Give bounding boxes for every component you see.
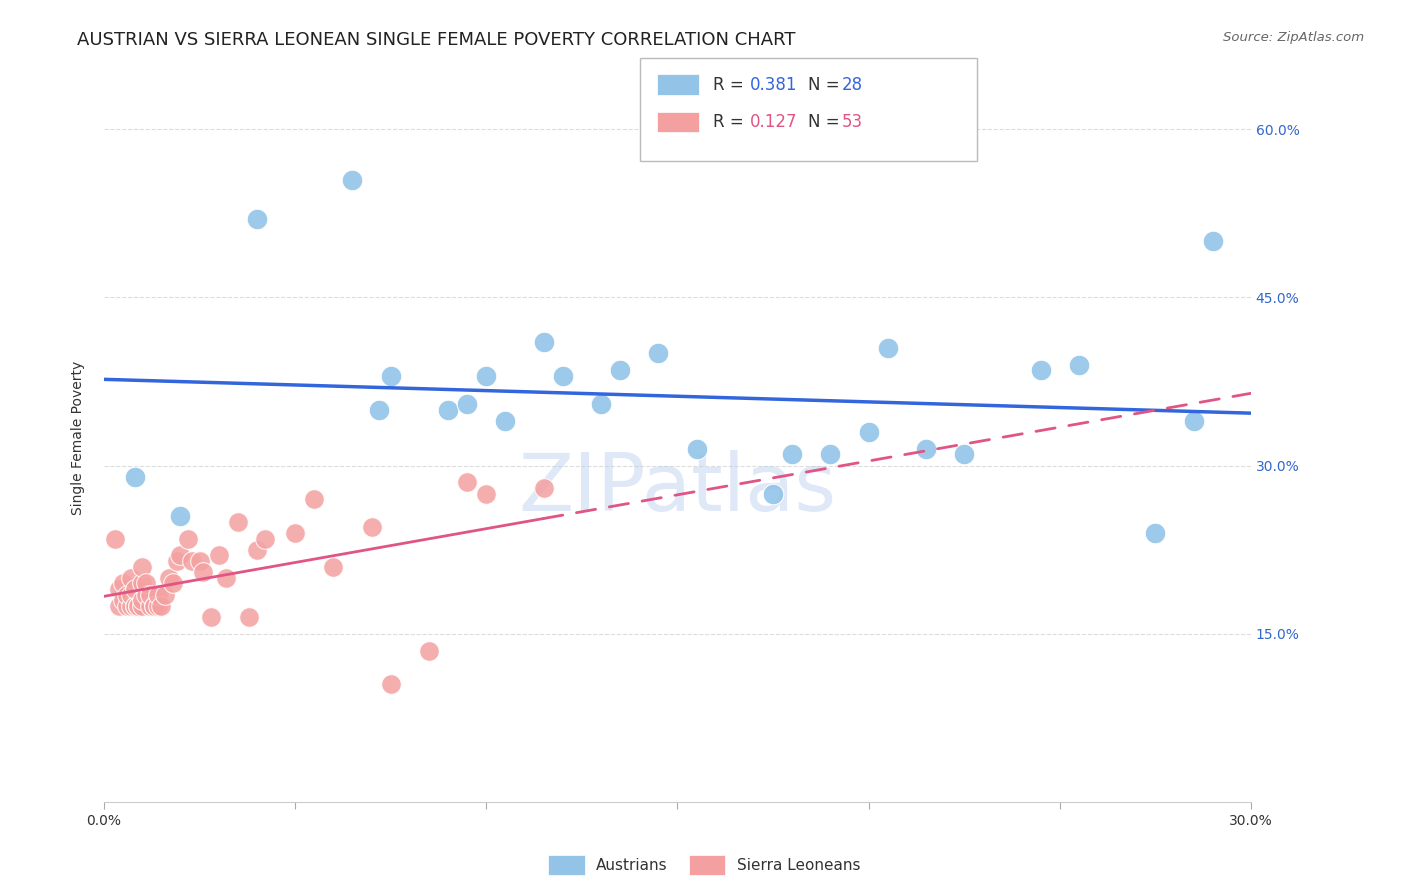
Point <box>589 397 612 411</box>
Point <box>112 576 135 591</box>
Point <box>162 576 184 591</box>
Text: ZIPatlas: ZIPatlas <box>519 450 837 527</box>
Point <box>1029 363 1052 377</box>
Text: R =: R = <box>713 76 749 94</box>
Point <box>150 599 173 613</box>
Text: Austrians: Austrians <box>596 858 668 872</box>
Point <box>131 593 153 607</box>
Text: N =: N = <box>808 113 845 131</box>
Point <box>858 425 880 439</box>
Point <box>456 475 478 490</box>
Point <box>551 368 574 383</box>
Point <box>215 571 238 585</box>
Point <box>437 402 460 417</box>
Point <box>146 599 169 613</box>
Text: 53: 53 <box>842 113 863 131</box>
Point <box>193 565 215 579</box>
Point <box>139 599 162 613</box>
Point <box>135 588 157 602</box>
Text: Source: ZipAtlas.com: Source: ZipAtlas.com <box>1223 31 1364 45</box>
Point <box>238 610 260 624</box>
Point <box>115 588 138 602</box>
Text: R =: R = <box>713 113 749 131</box>
Point <box>380 368 402 383</box>
Point <box>142 599 165 613</box>
Point <box>153 588 176 602</box>
Point <box>177 532 200 546</box>
Point <box>115 599 138 613</box>
Y-axis label: Single Female Poverty: Single Female Poverty <box>72 360 86 515</box>
Point <box>131 576 153 591</box>
Text: N =: N = <box>808 76 845 94</box>
Text: 0.381: 0.381 <box>749 76 797 94</box>
Point <box>157 571 180 585</box>
Text: AUSTRIAN VS SIERRA LEONEAN SINGLE FEMALE POVERTY CORRELATION CHART: AUSTRIAN VS SIERRA LEONEAN SINGLE FEMALE… <box>77 31 796 49</box>
Point <box>139 588 162 602</box>
Point <box>124 582 146 596</box>
Point <box>647 346 669 360</box>
Point <box>108 599 131 613</box>
Point <box>124 470 146 484</box>
Point <box>108 582 131 596</box>
Point <box>456 397 478 411</box>
Point <box>1182 414 1205 428</box>
Point <box>208 549 231 563</box>
Point <box>135 576 157 591</box>
Point <box>475 368 498 383</box>
Point <box>131 599 153 613</box>
Point <box>127 599 149 613</box>
Point <box>368 402 391 417</box>
Point <box>200 610 222 624</box>
Point <box>342 172 364 186</box>
Point <box>180 554 202 568</box>
Point <box>533 335 555 350</box>
Point <box>131 559 153 574</box>
Point <box>127 599 149 613</box>
Point <box>304 492 326 507</box>
Point <box>494 414 516 428</box>
Point <box>876 341 898 355</box>
Point <box>124 599 146 613</box>
Point <box>322 559 344 574</box>
Point <box>166 554 188 568</box>
Text: Sierra Leoneans: Sierra Leoneans <box>737 858 860 872</box>
Point <box>1067 358 1090 372</box>
Point <box>146 588 169 602</box>
Point <box>284 525 307 540</box>
Point <box>226 515 249 529</box>
Point <box>820 447 842 461</box>
Point <box>104 532 127 546</box>
Point <box>762 486 785 500</box>
Point <box>169 549 191 563</box>
Point <box>124 599 146 613</box>
Point <box>169 509 191 524</box>
Point <box>475 486 498 500</box>
Point <box>253 532 276 546</box>
Point <box>953 447 976 461</box>
Point <box>685 442 707 456</box>
Point <box>112 593 135 607</box>
Point <box>120 599 142 613</box>
Point <box>246 211 269 226</box>
Point <box>418 643 440 657</box>
Point <box>360 520 382 534</box>
Point <box>609 363 631 377</box>
Text: 0.127: 0.127 <box>749 113 797 131</box>
Point <box>120 571 142 585</box>
Point <box>780 447 803 461</box>
Point <box>1201 234 1223 248</box>
Point <box>246 542 269 557</box>
Point <box>915 442 938 456</box>
Point <box>533 481 555 495</box>
Point <box>120 588 142 602</box>
Point <box>188 554 211 568</box>
Point <box>380 677 402 691</box>
Text: 28: 28 <box>842 76 863 94</box>
Point <box>1144 525 1167 540</box>
Point <box>142 599 165 613</box>
